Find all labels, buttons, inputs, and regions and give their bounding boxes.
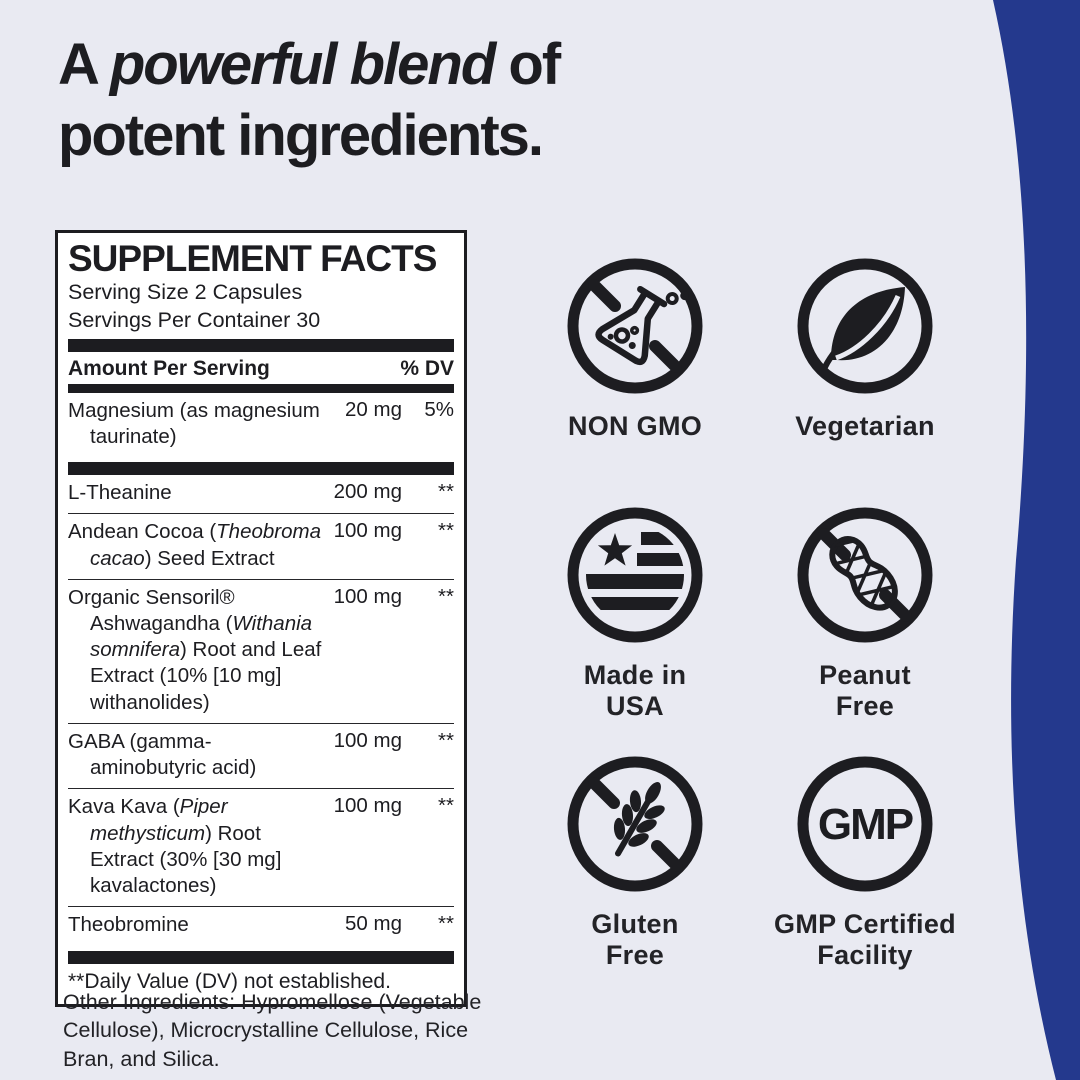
ingredient-name: L-Theanine [68, 481, 172, 505]
badge-peanut-free: Peanut Free [750, 505, 980, 754]
ingredient-dv: ** [438, 519, 454, 543]
badge-label: Gluten Free [591, 909, 679, 971]
divider-bar [68, 338, 454, 352]
divider-bar [68, 383, 454, 393]
supplement-row: Magnesium (as magnesium taurinate) 20 mg 5… [68, 393, 454, 457]
title-line-2: potent ingredients. [58, 102, 544, 168]
badge-label: Peanut Free [819, 660, 911, 722]
ingredient-amount: 200 mg [333, 480, 402, 504]
gmp-circle-icon: GMP [797, 756, 933, 892]
badges-grid: NON GMO Vegetarian [520, 256, 980, 1003]
gmp-icon-text: GMP [818, 800, 913, 849]
ingredient-name: Theobromine [68, 913, 189, 937]
ingredient-name: Organic Sensoril® Ashwagandha (Withania … [68, 585, 322, 714]
usa-flag-icon [567, 507, 703, 643]
badge-label: Made in USA [583, 660, 687, 722]
badge-label: GMP Certified Facility [774, 909, 956, 971]
title-text: A [58, 32, 110, 97]
badge-gmp-certified: GMP GMP Certified Facility [750, 754, 980, 1003]
ingredient-amount: 100 mg [333, 794, 402, 818]
divider-bar [68, 950, 454, 964]
no-peanut-icon [797, 507, 933, 643]
supplement-row: Theobromine 50 mg ** [68, 906, 454, 945]
ingredient-name: GABA (gamma-aminobutyric acid) [68, 729, 257, 780]
supplement-row: GABA (gamma-aminobutyric acid) 100 mg ** [68, 722, 454, 788]
badge-made-in-usa: Made in USA [520, 505, 750, 754]
no-gmo-flask-icon [567, 258, 703, 394]
title-emphasis: powerful blend [109, 32, 496, 97]
supplement-row: Andean Cocoa (Theobroma cacao) Seed Extr… [68, 513, 454, 578]
supplement-facts-heading: SUPPLEMENT FACTS [68, 238, 437, 279]
ingredient-dv: ** [438, 728, 454, 752]
page-title: A powerful blend of potent ingredients. [58, 30, 818, 172]
ingredient-dv: ** [438, 584, 454, 608]
badge-label: NON GMO [567, 411, 703, 441]
ingredient-dv: ** [438, 912, 454, 936]
ingredient-amount: 50 mg [345, 912, 402, 936]
badge-label: Vegetarian [795, 411, 935, 441]
supplement-row: Kava Kava (Piper methysticum) Root Extra… [68, 788, 454, 906]
amount-per-serving-header: Amount Per Serving [68, 356, 270, 380]
servings-per-container: Servings Per Container 30 [68, 307, 321, 332]
ingredient-dv: ** [438, 794, 454, 818]
title-line-1: A powerful blend of [58, 30, 818, 101]
ingredient-name: Kava Kava (Piper methysticum) Root Extra… [68, 795, 282, 898]
title-text: of [494, 32, 561, 97]
serving-size: Serving Size 2 Capsules [68, 280, 303, 305]
ingredient-name: Magnesium (as magnesium taurinate) [68, 398, 320, 448]
ingredient-amount: 100 mg [333, 519, 402, 543]
ingredient-amount: 20 mg [345, 397, 402, 421]
ingredient-amount: 100 mg [333, 728, 402, 752]
divider-bar [68, 462, 454, 476]
dv-footnote: **Daily Value (DV) not established. [68, 969, 391, 993]
no-gluten-icon [567, 756, 703, 892]
percent-dv-header: % DV [400, 356, 454, 380]
ingredient-dv: ** [438, 480, 454, 504]
ingredient-dv: 5% [424, 397, 454, 421]
badge-vegetarian: Vegetarian [750, 256, 980, 505]
leaf-icon [797, 258, 933, 394]
supplement-facts-panel: SUPPLEMENT FACTS Serving Size 2 Capsules… [55, 230, 467, 1007]
column-header-row: Amount Per Serving % DV [68, 352, 454, 384]
badge-non-gmo: NON GMO [520, 256, 750, 505]
supplement-rows: Magnesium (as magnesium taurinate) 20 mg 5… [68, 393, 454, 964]
supplement-row: L-Theanine 200 mg ** [68, 475, 454, 513]
ingredient-name: Andean Cocoa (Theobroma cacao) Seed Extr… [68, 520, 321, 570]
ingredient-amount: 100 mg [333, 584, 402, 608]
badge-gluten-free: Gluten Free [520, 754, 750, 1003]
other-ingredients: Other Ingredients: Hypromellose (Vegetab… [63, 989, 482, 1071]
supplement-row: Organic Sensoril® Ashwagandha (Withania … [68, 578, 454, 723]
